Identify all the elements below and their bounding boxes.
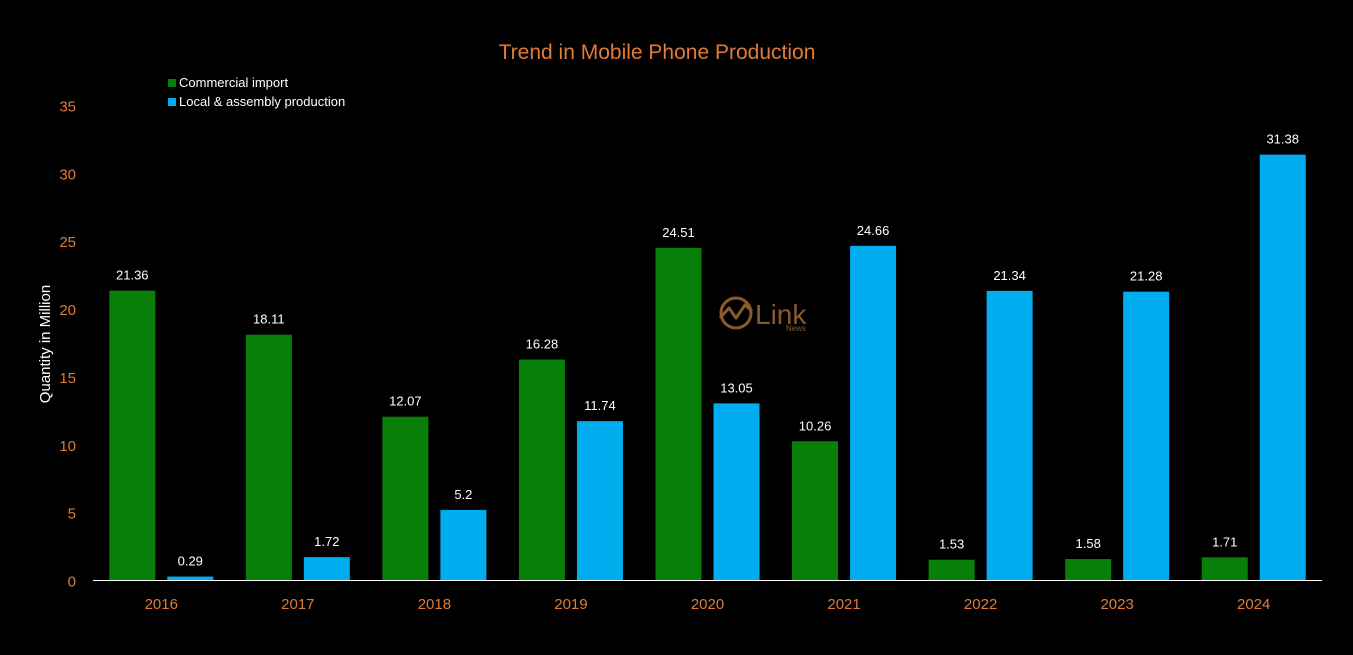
x-tick-label: 2019 — [554, 596, 587, 613]
y-axis-label: Quantity in Million — [37, 285, 54, 403]
y-tick-label: 30 — [59, 166, 76, 183]
bar-commercial-import — [1065, 559, 1112, 581]
bar-commercial-import — [245, 334, 292, 581]
watermark-subtext: News — [786, 324, 806, 333]
data-label: 1.71 — [1212, 534, 1237, 549]
watermark-trend-line — [718, 303, 753, 320]
chart-circle-logo-icon — [718, 296, 753, 330]
data-label: 21.34 — [993, 268, 1026, 283]
data-label: 1.72 — [314, 534, 339, 549]
data-label: 13.05 — [720, 380, 753, 395]
bars — [109, 154, 1306, 581]
bar-commercial-import — [655, 247, 702, 581]
data-labels: 21.36 0.29 18.11 1.72 12.07 5.2 16.28 11.74 24.5… — [116, 132, 1299, 569]
legend-label-local-assembly: Local & assembly production — [179, 94, 345, 109]
data-label: 16.28 — [526, 337, 559, 352]
bar-commercial-import — [792, 441, 839, 581]
bar-commercial-import — [1201, 557, 1248, 581]
chart-title: Trend in Mobile Phone Production — [499, 41, 816, 64]
y-axis: 0 5 10 15 20 25 30 35 — [59, 99, 76, 591]
data-label: 21.36 — [116, 268, 149, 283]
x-tick-label: 2018 — [418, 596, 451, 613]
y-tick-label: 0 — [68, 574, 76, 591]
bar-local-assembly — [440, 509, 487, 581]
data-label: 5.2 — [454, 487, 472, 502]
x-tick-label: 2021 — [827, 596, 860, 613]
data-label: 10.26 — [799, 418, 832, 433]
data-label: 1.53 — [939, 537, 964, 552]
bar-commercial-import — [518, 359, 565, 581]
legend: Commercial import Local & assembly produc… — [168, 75, 345, 109]
x-tick-label: 2023 — [1100, 596, 1133, 613]
data-label: 31.38 — [1266, 132, 1299, 147]
data-label: 12.07 — [389, 394, 422, 409]
data-label: 21.28 — [1130, 269, 1163, 284]
watermark-text: Link — [755, 299, 807, 330]
bar-local-assembly — [850, 245, 897, 581]
y-tick-label: 20 — [59, 302, 76, 319]
watermark-circle — [719, 296, 753, 330]
bar-local-assembly — [576, 421, 623, 581]
y-tick-label: 5 — [68, 506, 76, 523]
y-tick-label: 25 — [59, 234, 76, 251]
data-label: 11.74 — [584, 398, 616, 413]
data-label: 24.51 — [662, 225, 695, 240]
x-tick-label: 2024 — [1237, 596, 1270, 613]
y-tick-label: 35 — [59, 99, 76, 116]
bar-local-assembly — [1123, 291, 1170, 581]
bar-commercial-import — [109, 290, 156, 581]
legend-swatch-commercial-import — [168, 79, 176, 87]
data-label: 24.66 — [857, 223, 890, 238]
x-axis: 2016 2017 2018 2019 2020 2021 2022 2023 2024 — [93, 580, 1322, 613]
data-label: 18.11 — [253, 312, 285, 327]
bar-local-assembly — [303, 557, 350, 581]
bar-commercial-import — [928, 559, 975, 581]
bar-local-assembly — [1259, 154, 1306, 581]
y-tick-label: 10 — [59, 438, 76, 455]
legend-label-commercial-import: Commercial import — [179, 75, 288, 90]
data-label: 1.58 — [1076, 536, 1101, 551]
bar-local-assembly — [713, 403, 760, 581]
x-tick-label: 2016 — [145, 596, 178, 613]
bar-commercial-import — [382, 416, 429, 581]
bar-local-assembly — [986, 290, 1033, 581]
x-tick-label: 2017 — [281, 596, 314, 613]
data-label: 0.29 — [178, 554, 203, 569]
bar-local-assembly — [167, 576, 214, 581]
x-tick-label: 2020 — [691, 596, 724, 613]
legend-swatch-local-assembly — [168, 98, 176, 106]
x-tick-label: 2022 — [964, 596, 997, 613]
y-tick-label: 15 — [59, 370, 76, 387]
